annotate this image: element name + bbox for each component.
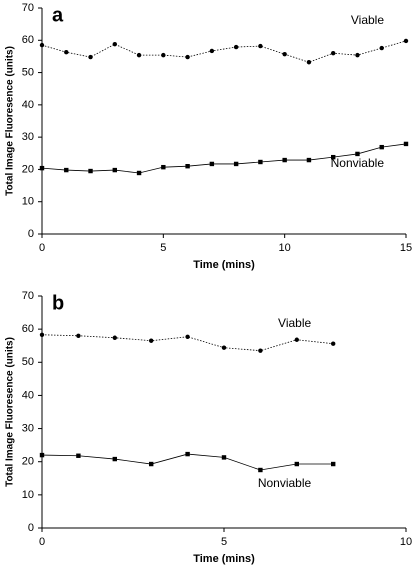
y-tick-label: 50 bbox=[22, 356, 34, 368]
point bbox=[233, 161, 239, 167]
point bbox=[258, 348, 263, 353]
point bbox=[64, 167, 69, 173]
y-tick-label: 10 bbox=[22, 489, 34, 501]
y-tick-label: 50 bbox=[22, 66, 34, 78]
y-tick-label: 10 bbox=[22, 196, 34, 208]
point bbox=[306, 60, 312, 65]
x-axis-title: Time (mins) bbox=[193, 553, 255, 565]
point bbox=[185, 334, 190, 339]
point bbox=[331, 154, 336, 160]
point bbox=[209, 161, 215, 167]
point bbox=[88, 168, 93, 174]
point bbox=[149, 338, 154, 343]
point bbox=[403, 141, 409, 147]
point bbox=[76, 453, 81, 458]
y-tick-label: 30 bbox=[22, 131, 34, 143]
point bbox=[136, 170, 142, 176]
point bbox=[161, 52, 166, 58]
point bbox=[258, 43, 263, 49]
x-tick-label: 10 bbox=[279, 242, 291, 254]
x-tick-label: 0 bbox=[39, 536, 45, 548]
point bbox=[39, 165, 45, 171]
point bbox=[64, 50, 69, 55]
point bbox=[331, 341, 336, 346]
point bbox=[39, 332, 45, 337]
panel-label: a bbox=[52, 4, 64, 26]
point bbox=[294, 461, 299, 467]
point bbox=[161, 164, 166, 170]
x-tick-label: 0 bbox=[39, 242, 45, 254]
point bbox=[379, 144, 384, 150]
point bbox=[112, 335, 118, 340]
point bbox=[136, 52, 142, 58]
point bbox=[185, 164, 190, 169]
series-line bbox=[41, 143, 407, 174]
point bbox=[258, 467, 263, 473]
point bbox=[282, 157, 287, 163]
x-tick-label: 15 bbox=[400, 242, 412, 254]
panel-label: b bbox=[52, 292, 64, 314]
point bbox=[185, 451, 190, 457]
point bbox=[258, 159, 263, 165]
y-tick-label: 20 bbox=[22, 456, 34, 468]
series-label: Nonviable bbox=[258, 476, 312, 490]
point bbox=[76, 333, 81, 338]
point bbox=[355, 151, 360, 157]
point bbox=[294, 337, 299, 342]
series-line bbox=[41, 40, 407, 63]
point bbox=[112, 41, 118, 47]
y-tick-label: 70 bbox=[22, 2, 34, 14]
series-line bbox=[41, 334, 334, 352]
point bbox=[331, 461, 336, 467]
y-tick-label: 0 bbox=[28, 228, 34, 240]
point bbox=[185, 54, 190, 60]
y-tick-label: 40 bbox=[22, 99, 34, 111]
point bbox=[88, 54, 93, 60]
y-tick-label: 20 bbox=[22, 163, 34, 175]
point bbox=[355, 52, 360, 58]
point bbox=[39, 452, 45, 458]
point bbox=[282, 51, 287, 57]
y-tick-label: 0 bbox=[28, 522, 34, 534]
series-label: Viable bbox=[351, 13, 384, 27]
y-tick-label: 60 bbox=[22, 34, 34, 46]
x-tick-label: 5 bbox=[221, 536, 227, 548]
point bbox=[306, 157, 312, 163]
point bbox=[149, 461, 154, 467]
series-label: Nonviable bbox=[331, 156, 385, 170]
y-axis-title: Total Image Fluoresence (units) bbox=[5, 46, 16, 196]
point bbox=[209, 48, 215, 54]
point bbox=[379, 45, 384, 51]
x-tick-label: 5 bbox=[160, 242, 166, 254]
point bbox=[112, 456, 117, 462]
point bbox=[403, 38, 409, 44]
series-label: Viable bbox=[278, 316, 311, 330]
point bbox=[112, 167, 117, 173]
y-tick-label: 70 bbox=[22, 290, 34, 302]
series-line bbox=[41, 453, 334, 471]
y-tick-label: 40 bbox=[22, 389, 34, 401]
point bbox=[39, 42, 45, 48]
x-tick-label: 10 bbox=[400, 536, 412, 548]
y-axis-title: Total Image Fluoresence (units) bbox=[5, 337, 16, 487]
point bbox=[221, 455, 227, 460]
point bbox=[331, 51, 336, 56]
y-tick-label: 30 bbox=[22, 422, 34, 434]
y-tick-label: 60 bbox=[22, 323, 34, 335]
x-axis-title: Time (mins) bbox=[193, 259, 255, 271]
point bbox=[221, 345, 227, 350]
point bbox=[233, 44, 239, 50]
